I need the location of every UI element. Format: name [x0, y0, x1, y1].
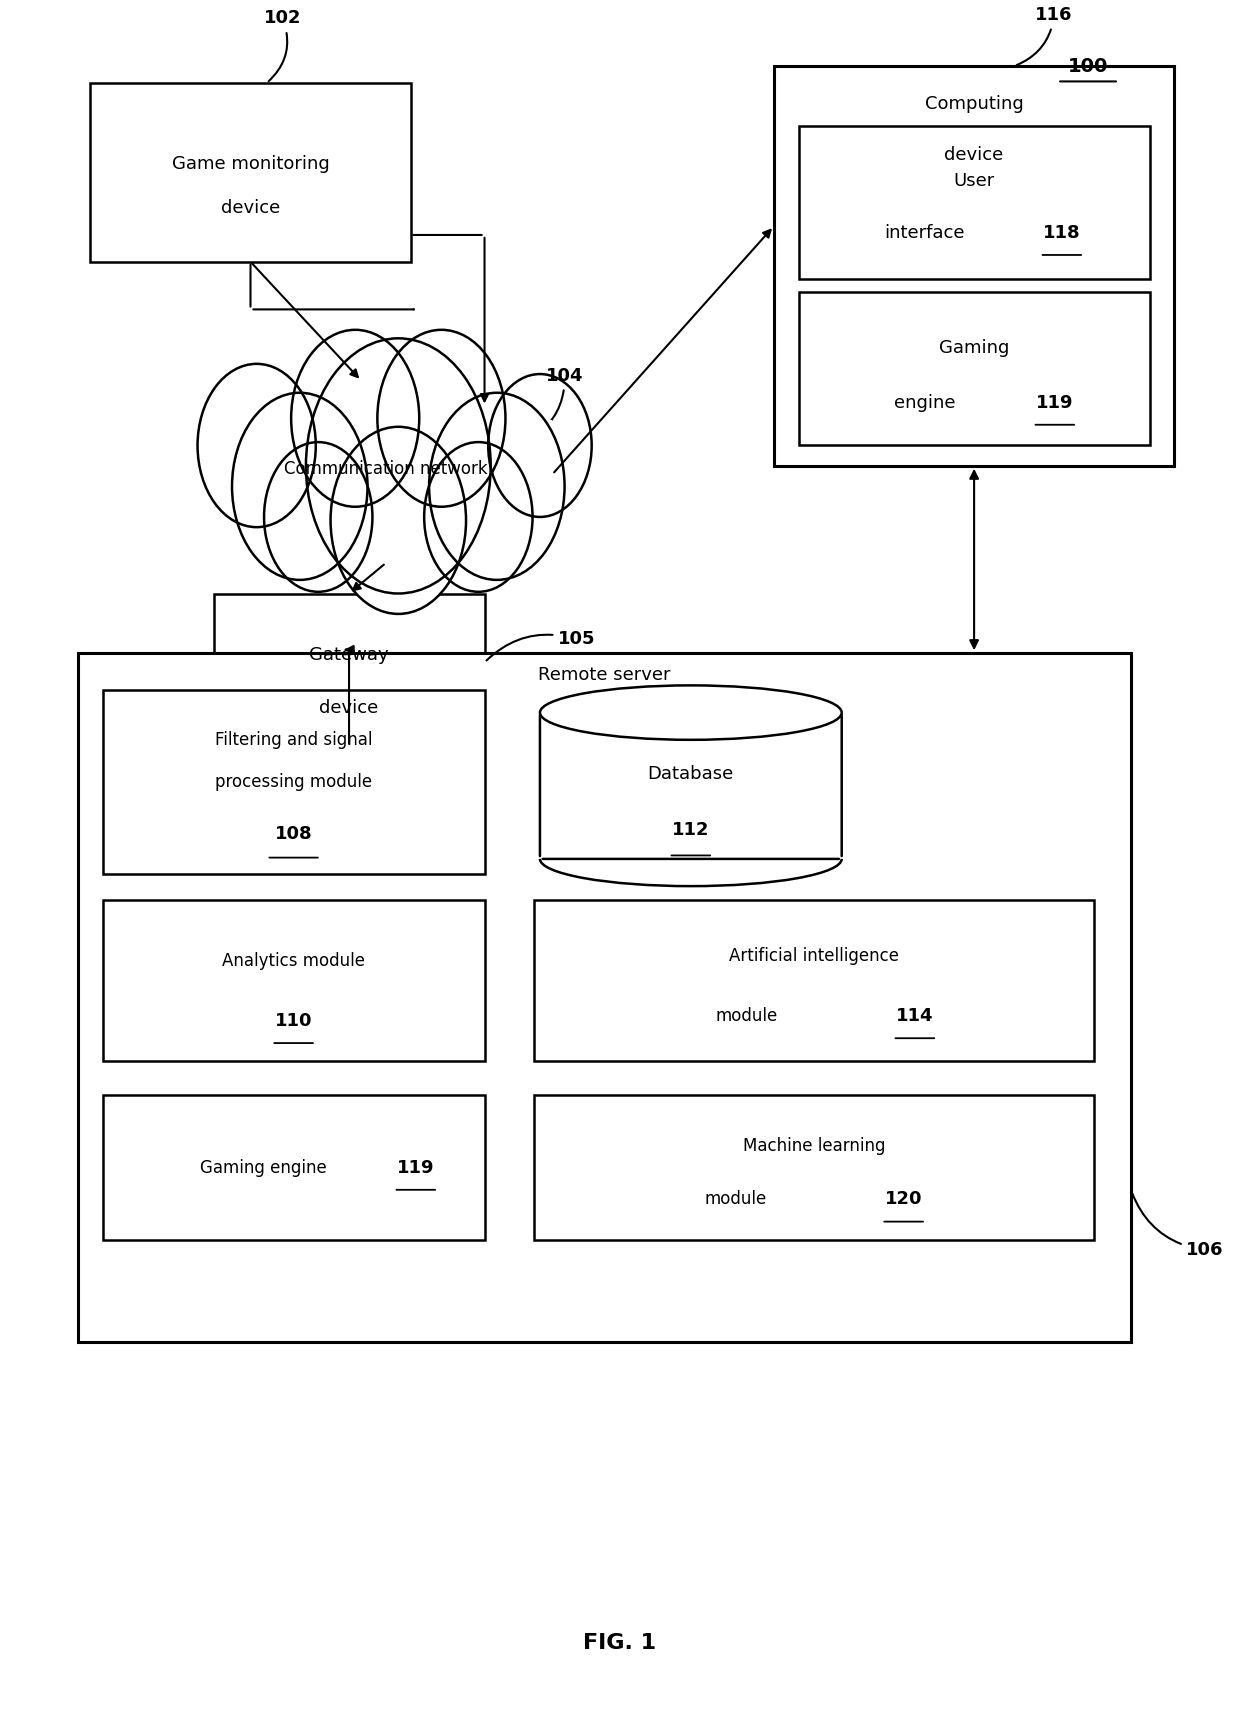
Text: 114: 114 — [897, 1007, 934, 1025]
FancyBboxPatch shape — [103, 690, 485, 875]
FancyBboxPatch shape — [91, 84, 410, 262]
Text: device: device — [221, 199, 280, 217]
Circle shape — [197, 365, 316, 527]
FancyBboxPatch shape — [533, 901, 1094, 1061]
Text: 119: 119 — [1037, 394, 1074, 411]
Text: module: module — [715, 1007, 777, 1025]
Text: processing module: processing module — [215, 774, 372, 791]
Text: Filtering and signal: Filtering and signal — [215, 731, 372, 750]
Text: engine: engine — [894, 394, 956, 411]
Text: interface: interface — [884, 224, 965, 241]
Text: Computing: Computing — [925, 94, 1023, 113]
Circle shape — [377, 330, 506, 507]
Text: User: User — [954, 171, 994, 190]
FancyBboxPatch shape — [103, 901, 485, 1061]
Text: 102: 102 — [264, 10, 301, 80]
Text: Game monitoring: Game monitoring — [171, 154, 330, 173]
Text: 105: 105 — [486, 630, 595, 661]
Text: Gaming: Gaming — [939, 339, 1009, 356]
Text: Gaming engine: Gaming engine — [200, 1159, 326, 1176]
Text: Database: Database — [647, 765, 734, 782]
FancyBboxPatch shape — [78, 652, 1131, 1342]
Text: 110: 110 — [275, 1012, 312, 1031]
FancyBboxPatch shape — [799, 293, 1149, 445]
Text: 108: 108 — [275, 825, 312, 842]
FancyBboxPatch shape — [213, 594, 485, 746]
Text: Gateway: Gateway — [309, 645, 389, 664]
Text: 100: 100 — [1068, 56, 1109, 75]
Text: 104: 104 — [529, 366, 583, 438]
Text: FIG. 1: FIG. 1 — [584, 1633, 656, 1654]
FancyBboxPatch shape — [232, 419, 552, 526]
FancyBboxPatch shape — [774, 67, 1174, 466]
FancyBboxPatch shape — [799, 125, 1149, 279]
Text: 112: 112 — [672, 822, 709, 839]
FancyBboxPatch shape — [539, 712, 842, 859]
Text: Communication network: Communication network — [284, 461, 487, 478]
Text: device: device — [320, 698, 378, 717]
Circle shape — [331, 426, 466, 615]
Circle shape — [489, 373, 591, 517]
Circle shape — [232, 392, 367, 580]
Circle shape — [291, 330, 419, 507]
FancyBboxPatch shape — [103, 1096, 485, 1239]
Text: Remote server: Remote server — [538, 666, 671, 685]
Text: 116: 116 — [1017, 7, 1073, 65]
Circle shape — [424, 442, 532, 592]
Ellipse shape — [539, 685, 842, 740]
Text: 120: 120 — [885, 1190, 923, 1209]
FancyBboxPatch shape — [533, 1096, 1094, 1239]
Text: Analytics module: Analytics module — [222, 952, 365, 971]
Text: 106: 106 — [1132, 1193, 1224, 1258]
Text: 119: 119 — [397, 1159, 434, 1176]
Text: Artificial intelligence: Artificial intelligence — [729, 947, 899, 966]
Circle shape — [264, 442, 372, 592]
Text: device: device — [945, 146, 1003, 164]
Text: Machine learning: Machine learning — [743, 1137, 885, 1156]
Circle shape — [306, 339, 491, 594]
Text: module: module — [704, 1190, 766, 1209]
Text: 118: 118 — [1043, 224, 1081, 241]
Circle shape — [429, 392, 564, 580]
